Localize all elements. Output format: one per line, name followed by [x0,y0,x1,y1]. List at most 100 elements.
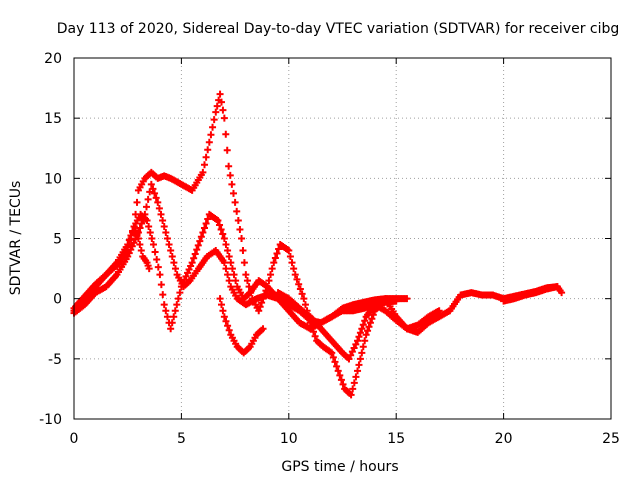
data-point [361,317,369,325]
data-point [209,123,217,131]
series-track-7 [345,301,443,363]
data-point [145,265,153,273]
data-point [271,254,279,262]
data-point [224,247,232,255]
data-point [154,198,162,206]
data-point [359,321,367,329]
data-point [157,210,165,218]
data-point [204,146,212,154]
data-point [366,319,374,327]
data-point [214,216,222,224]
data-point [288,259,296,267]
data-point [333,362,341,370]
series-track-1 [70,90,561,399]
data-point [220,259,228,267]
data-point [138,219,146,227]
chart-title: Day 113 of 2020, Sidereal Day-to-day VTE… [57,21,620,37]
series-track-4 [130,222,153,273]
data-point [136,224,144,232]
data-point [222,265,230,273]
data-point [196,237,204,245]
data-point [222,241,230,249]
data-point [202,153,210,161]
data-point [286,253,294,261]
data-point [149,185,157,193]
y-axis-title: SDTVAR / TECUs [8,181,24,296]
data-point [268,265,276,273]
data-point [171,265,179,273]
data-point [199,228,207,236]
y-tick-label: 0 [53,292,62,308]
data-point [362,331,370,339]
data-point [358,325,366,333]
data-point [153,256,161,264]
data-point [222,317,230,325]
y-tick-label: -5 [48,352,62,368]
data-point [234,216,242,224]
data-point [220,114,228,122]
data-point [558,289,566,297]
x-tick-label: 0 [70,431,79,447]
x-tick-label: 10 [280,431,298,447]
data-point [200,224,208,232]
data-point [219,106,227,114]
data-point [173,301,181,309]
data-point [328,349,336,357]
data-point [141,210,149,218]
data-point [136,241,144,249]
data-point [165,241,173,249]
data-point [155,204,163,212]
data-point [229,189,237,197]
data-point [168,253,176,261]
data-point [231,198,239,206]
data-point [232,277,240,285]
data-point [337,376,345,384]
y-tick-label: -10 [39,412,62,428]
data-point [285,247,293,255]
data-point [352,373,360,381]
data-point [204,215,212,223]
data-point [225,162,233,170]
tick-labels: 0 5 10 15 20 25 -10 -5 0 5 10 15 20 [39,51,620,447]
data-point [329,353,337,361]
data-point [348,348,356,356]
data-point [139,215,147,223]
data-point [356,329,364,337]
data-point [350,379,358,387]
data-point [300,295,308,303]
data-point [336,371,344,379]
data-point [213,102,221,110]
data-point [217,301,225,309]
data-point [194,241,202,249]
data-point [350,344,358,352]
x-tick-label: 5 [177,431,186,447]
data-point [133,230,141,238]
data-point [365,323,373,331]
data-point [224,322,232,330]
data-point [356,355,364,363]
data-point [167,247,175,255]
data-point [217,98,225,106]
data-point [125,236,133,244]
data-point [225,326,233,334]
data-point [403,295,411,303]
series-track-5 [216,295,267,357]
data-point [255,307,263,315]
data-point [147,180,155,188]
data-point [145,222,153,230]
data-point [163,235,171,242]
data-point [358,349,366,357]
data-point [151,248,159,256]
data-points [70,90,566,399]
data-point [157,281,165,289]
y-tick-label: 20 [44,51,62,67]
data-point [228,180,236,188]
data-point [202,219,210,227]
data-point [216,221,224,229]
data-point [162,228,170,236]
data-point [298,290,306,298]
data-point [349,385,357,393]
data-point [168,319,176,327]
data-point [230,271,238,279]
data-point [239,247,247,255]
